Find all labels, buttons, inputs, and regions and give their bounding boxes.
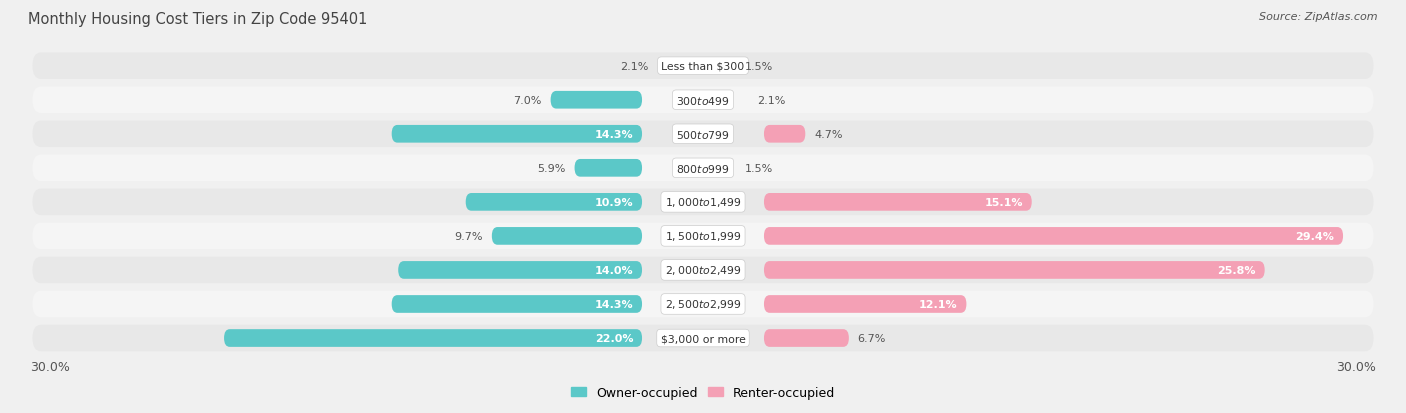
Text: 7.0%: 7.0% (513, 95, 541, 105)
Text: 1.5%: 1.5% (744, 62, 773, 71)
FancyBboxPatch shape (32, 87, 1374, 114)
FancyBboxPatch shape (398, 261, 643, 279)
Text: $800 to $999: $800 to $999 (676, 162, 730, 174)
Legend: Owner-occupied, Renter-occupied: Owner-occupied, Renter-occupied (567, 381, 839, 404)
Text: Monthly Housing Cost Tiers in Zip Code 95401: Monthly Housing Cost Tiers in Zip Code 9… (28, 12, 367, 27)
Text: Less than $300: Less than $300 (661, 62, 745, 71)
FancyBboxPatch shape (392, 295, 643, 313)
Text: $1,500 to $1,999: $1,500 to $1,999 (665, 230, 741, 243)
Text: 14.3%: 14.3% (595, 299, 633, 309)
Text: 15.1%: 15.1% (984, 197, 1024, 207)
Text: $2,500 to $2,999: $2,500 to $2,999 (665, 298, 741, 311)
Text: $500 to $799: $500 to $799 (676, 128, 730, 140)
Text: 10.9%: 10.9% (595, 197, 633, 207)
Text: $2,000 to $2,499: $2,000 to $2,499 (665, 264, 741, 277)
FancyBboxPatch shape (32, 121, 1374, 148)
FancyBboxPatch shape (763, 194, 1032, 211)
FancyBboxPatch shape (392, 126, 643, 143)
FancyBboxPatch shape (224, 330, 643, 347)
Text: 9.7%: 9.7% (454, 231, 484, 241)
FancyBboxPatch shape (32, 291, 1374, 318)
FancyBboxPatch shape (32, 325, 1374, 351)
FancyBboxPatch shape (32, 223, 1374, 249)
Text: 22.0%: 22.0% (595, 333, 633, 343)
FancyBboxPatch shape (551, 92, 643, 109)
FancyBboxPatch shape (32, 53, 1374, 80)
FancyBboxPatch shape (32, 155, 1374, 182)
Text: 1.5%: 1.5% (744, 164, 773, 173)
FancyBboxPatch shape (763, 330, 849, 347)
Text: 25.8%: 25.8% (1218, 265, 1256, 275)
FancyBboxPatch shape (763, 126, 806, 143)
Text: $1,000 to $1,499: $1,000 to $1,499 (665, 196, 741, 209)
Text: 12.1%: 12.1% (920, 299, 957, 309)
Text: 4.7%: 4.7% (814, 129, 842, 140)
FancyBboxPatch shape (575, 159, 643, 177)
Text: $3,000 or more: $3,000 or more (661, 333, 745, 343)
FancyBboxPatch shape (492, 228, 643, 245)
FancyBboxPatch shape (465, 194, 643, 211)
FancyBboxPatch shape (763, 228, 1343, 245)
FancyBboxPatch shape (32, 257, 1374, 284)
Text: 6.7%: 6.7% (858, 333, 886, 343)
Text: $300 to $499: $300 to $499 (676, 95, 730, 107)
FancyBboxPatch shape (763, 295, 966, 313)
FancyBboxPatch shape (763, 261, 1264, 279)
Text: Source: ZipAtlas.com: Source: ZipAtlas.com (1260, 12, 1378, 22)
FancyBboxPatch shape (32, 189, 1374, 216)
Text: 29.4%: 29.4% (1295, 231, 1334, 241)
Text: 14.3%: 14.3% (595, 129, 633, 140)
Text: 14.0%: 14.0% (595, 265, 633, 275)
Text: 2.1%: 2.1% (758, 95, 786, 105)
Text: 5.9%: 5.9% (537, 164, 565, 173)
Text: 2.1%: 2.1% (620, 62, 648, 71)
